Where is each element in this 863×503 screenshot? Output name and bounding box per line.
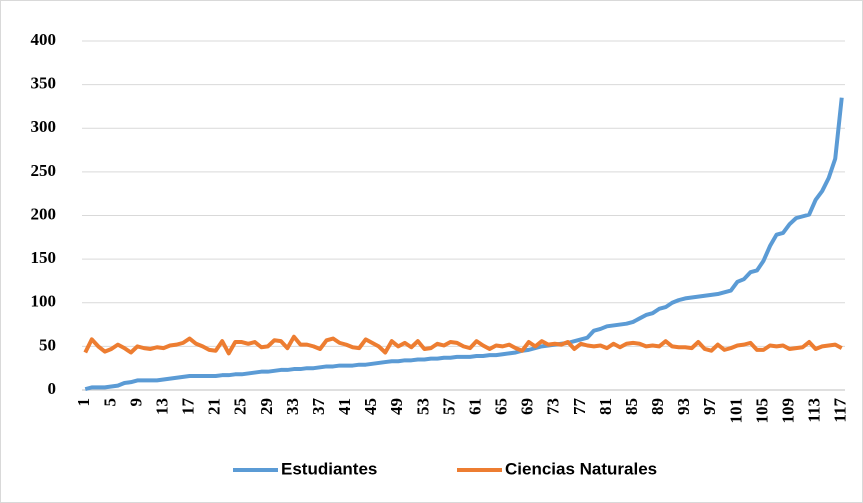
x-tick-label: 77 bbox=[570, 398, 589, 416]
legend-label: Estudiantes bbox=[281, 459, 377, 478]
y-tick-label: 400 bbox=[31, 30, 57, 49]
legend-label: Ciencias Naturales bbox=[505, 459, 657, 478]
series-line bbox=[83, 334, 843, 356]
y-tick-label: 250 bbox=[31, 161, 57, 180]
y-tick-label: 350 bbox=[31, 74, 57, 93]
x-tick-label: 33 bbox=[283, 398, 302, 415]
x-tick-label: 97 bbox=[700, 398, 719, 416]
x-tick-label: 105 bbox=[752, 398, 771, 424]
y-tick-label: 300 bbox=[31, 117, 57, 136]
y-tick-label: 50 bbox=[39, 335, 56, 354]
y-tick-label: 0 bbox=[48, 379, 57, 398]
x-tick-label: 1 bbox=[74, 398, 93, 407]
x-tick-label: 117 bbox=[831, 398, 850, 423]
x-tick-label: 53 bbox=[413, 398, 432, 415]
series-line bbox=[84, 97, 844, 392]
y-tick-label: 100 bbox=[31, 292, 57, 311]
x-tick-label: 17 bbox=[179, 398, 198, 416]
x-tick-label: 81 bbox=[596, 398, 615, 415]
x-tick-label: 13 bbox=[152, 398, 171, 415]
y-tick-label: 150 bbox=[31, 248, 57, 267]
x-tick-label: 21 bbox=[205, 398, 224, 415]
x-tick-label: 109 bbox=[778, 398, 797, 424]
x-tick-label: 113 bbox=[805, 398, 824, 423]
x-tick-label: 73 bbox=[544, 398, 563, 415]
x-tick-label: 41 bbox=[335, 398, 354, 415]
x-tick-label: 5 bbox=[100, 398, 119, 407]
x-tick-label: 49 bbox=[387, 398, 406, 415]
x-tick-label: 85 bbox=[622, 398, 641, 415]
x-tick-label: 57 bbox=[439, 398, 458, 416]
x-tick-label: 65 bbox=[492, 398, 511, 415]
y-tick-label: 200 bbox=[31, 204, 57, 223]
x-tick-label: 61 bbox=[465, 398, 484, 415]
x-tick-label: 101 bbox=[726, 398, 745, 424]
x-tick-label: 89 bbox=[648, 398, 667, 415]
x-tick-label: 29 bbox=[257, 398, 276, 415]
x-tick-label: 37 bbox=[309, 398, 328, 416]
x-tick-label: 93 bbox=[674, 398, 693, 415]
x-tick-label: 9 bbox=[126, 398, 145, 407]
x-tick-label: 25 bbox=[231, 398, 250, 415]
x-tick-label: 45 bbox=[361, 398, 380, 415]
x-tick-label: 69 bbox=[518, 398, 537, 415]
